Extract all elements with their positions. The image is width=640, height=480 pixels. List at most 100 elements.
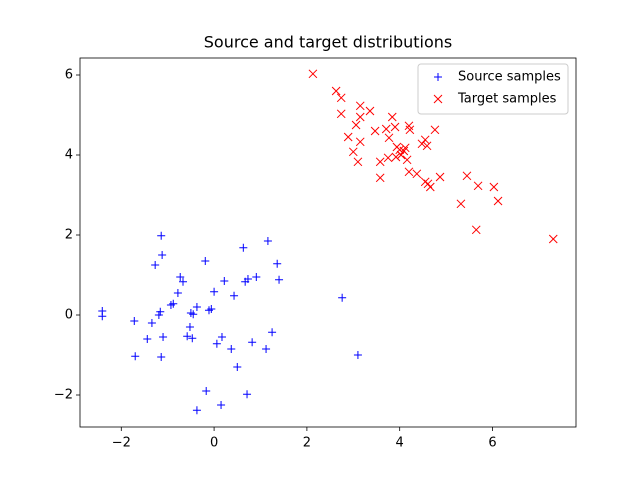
point [166, 301, 175, 309]
point [239, 243, 248, 252]
point [405, 125, 415, 135]
point [262, 345, 271, 353]
point [217, 401, 226, 409]
point [396, 150, 406, 160]
point [189, 310, 198, 319]
legend-label: Source samples [458, 70, 561, 85]
point [391, 152, 401, 162]
point [355, 112, 365, 122]
y-tick-label: −2 [54, 388, 73, 403]
legend-marker [433, 94, 443, 104]
plot-frame [79, 57, 577, 428]
point [268, 328, 277, 337]
y-tick-label: 4 [65, 148, 73, 163]
point [233, 363, 242, 371]
point [275, 275, 284, 284]
point [417, 139, 427, 149]
x-tick-label: 4 [396, 436, 404, 451]
point [156, 307, 165, 316]
point [131, 352, 140, 361]
point [351, 120, 361, 130]
point [420, 135, 430, 145]
point [387, 112, 397, 122]
point [430, 125, 440, 135]
point [130, 317, 139, 325]
point [355, 137, 365, 147]
point [192, 406, 201, 415]
point [248, 338, 257, 347]
point [230, 291, 239, 300]
point [456, 199, 466, 209]
point [353, 157, 363, 167]
point [390, 122, 400, 132]
x-tick-label: −2 [112, 436, 131, 451]
point [151, 261, 160, 269]
point [217, 333, 226, 341]
point [471, 225, 481, 235]
legend-label: Target samples [457, 92, 557, 107]
y-tick-label: 0 [65, 308, 73, 323]
point [435, 172, 445, 182]
x-tick-label: 0 [210, 436, 218, 451]
point [336, 93, 346, 103]
point [201, 257, 210, 265]
point [365, 106, 375, 116]
point [158, 251, 167, 259]
point [188, 334, 197, 343]
point [381, 124, 391, 134]
point [98, 312, 107, 321]
point [243, 390, 252, 399]
point [422, 141, 432, 151]
point [173, 289, 182, 297]
point [143, 335, 152, 343]
point [473, 181, 483, 191]
point [202, 387, 211, 395]
x-tick-label: 2 [303, 436, 311, 451]
point [423, 179, 433, 189]
point [375, 173, 385, 183]
legend-box [417, 63, 569, 115]
point [548, 234, 558, 244]
point [384, 133, 394, 143]
y-tick-label: 2 [65, 228, 73, 243]
point [157, 353, 166, 361]
point [336, 109, 346, 119]
point [183, 332, 192, 341]
point [192, 303, 201, 311]
point [273, 259, 282, 268]
x-tick-label: 6 [488, 436, 496, 451]
point [243, 275, 252, 283]
y-tick-label: 6 [65, 68, 73, 83]
point [353, 351, 362, 359]
legend: Source samples Target samples [417, 63, 569, 115]
legend-marker [434, 73, 442, 81]
point [176, 273, 185, 281]
point [493, 196, 503, 206]
point [227, 345, 236, 353]
point [462, 171, 472, 181]
point [489, 182, 499, 192]
point [157, 231, 166, 240]
point [210, 287, 219, 296]
point [402, 155, 412, 165]
point [400, 143, 410, 153]
point [383, 153, 393, 163]
point [220, 277, 229, 285]
point [404, 167, 414, 177]
point [154, 311, 163, 319]
point [308, 69, 318, 79]
point [212, 339, 221, 348]
point [370, 126, 380, 136]
point [207, 305, 216, 313]
chart-title: Source and target distributions [204, 33, 452, 52]
point [147, 319, 156, 327]
point [263, 237, 272, 245]
point [343, 132, 353, 142]
point [399, 146, 409, 156]
point [159, 333, 168, 341]
point [412, 169, 422, 179]
point [338, 293, 347, 302]
point [185, 323, 194, 331]
point [252, 273, 261, 281]
